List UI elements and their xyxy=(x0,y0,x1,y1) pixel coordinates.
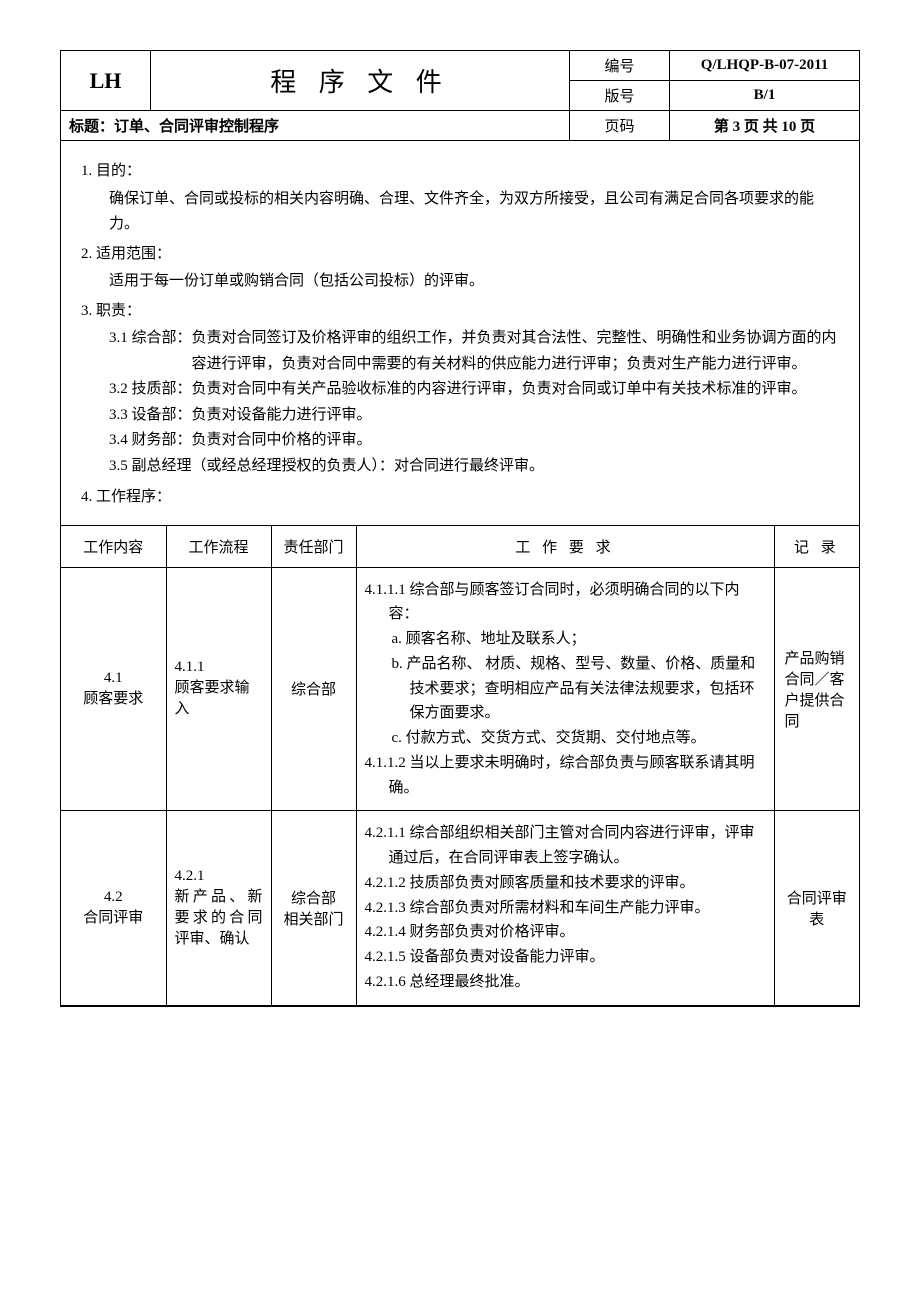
row2-dept: 综合部相关部门 xyxy=(271,811,356,1005)
logo: LH xyxy=(61,51,151,111)
row1-dept: 综合部 xyxy=(271,567,356,811)
version-label: 版号 xyxy=(570,81,670,111)
section-3-1: 3.1 综合部： 负责对合同签订及价格评审的组织工作，并负责对其合法性、完整性、… xyxy=(81,326,839,377)
page-label: 页码 xyxy=(570,111,670,141)
section-3-4: 3.4 财务部：负责对合同中价格的评审。 xyxy=(81,428,839,454)
section-3-2-text: 负责对合同中有关产品验收标准的内容进行评审，负责对合同或订单中有关技术标准的评审… xyxy=(192,377,807,403)
table-row: 4.1 顾客要求 4.1.1 顾客要求输入 综合部 4.1.1.1 综合部与顾客… xyxy=(61,567,859,811)
row1-content: 4.1 顾客要求 xyxy=(61,567,166,811)
row2-req: 4.2.1.1 综合部组织相关部门主管对合同内容进行评审，评审通过后，在合同评审… xyxy=(356,811,774,1005)
row2-flow: 4.2.1 新产品、新要求的合同评审、确认 xyxy=(166,811,271,1005)
section-1-body: 确保订单、合同或投标的相关内容明确、合理、文件齐全，为双方所接受，且公司有满足合… xyxy=(81,187,839,238)
document-type-title: 程 序 文 件 xyxy=(151,51,570,111)
section-3-3: 3.3 设备部：负责对设备能力进行评审。 xyxy=(81,403,839,429)
text-sections: 1. 目的： 确保订单、合同或投标的相关内容明确、合理、文件齐全，为双方所接受，… xyxy=(61,141,859,525)
version-value: B/1 xyxy=(670,81,860,111)
section-3-heading: 3. 职责： xyxy=(81,299,839,325)
section-4-heading: 4. 工作程序： xyxy=(81,485,839,511)
subtitle-row: 标题：订单、合同评审控制程序 xyxy=(61,111,570,141)
section-3-1-label: 3.1 综合部： xyxy=(109,326,192,377)
th-record: 记 录 xyxy=(774,525,859,567)
section-3-2: 3.2 技质部： 负责对合同中有关产品验收标准的内容进行评审，负责对合同或订单中… xyxy=(81,377,839,403)
content-area: 1. 目的： 确保订单、合同或投标的相关内容明确、合理、文件齐全，为双方所接受，… xyxy=(60,141,860,1007)
th-req: 工 作 要 求 xyxy=(356,525,774,567)
section-2-body: 适用于每一份订单或购销合同（包括公司投标）的评审。 xyxy=(81,269,839,295)
document-header-table: LH 程 序 文 件 编号 Q/LHQP-B-07-2011 版号 B/1 标题… xyxy=(60,50,860,141)
section-3-5: 3.5 副总经理（或经总经理授权的负责人）：对合同进行最终评审。 xyxy=(81,454,839,480)
doc-no-label: 编号 xyxy=(570,51,670,81)
section-1-heading: 1. 目的： xyxy=(81,159,839,185)
table-row: 4.2 合同评审 4.2.1 新产品、新要求的合同评审、确认 综合部相关部门 4… xyxy=(61,811,859,1005)
row2-content: 4.2 合同评审 xyxy=(61,811,166,1005)
section-3-1-text: 负责对合同签订及价格评审的组织工作，并负责对其合法性、完整性、明确性和业务协调方… xyxy=(192,326,839,377)
subtitle-text: 订单、合同评审控制程序 xyxy=(114,119,279,135)
subtitle-prefix: 标题： xyxy=(69,119,114,135)
page-value: 第 3 页 共 10 页 xyxy=(670,111,860,141)
th-content: 工作内容 xyxy=(61,525,166,567)
row1-flow: 4.1.1 顾客要求输入 xyxy=(166,567,271,811)
section-3-2-label: 3.2 技质部： xyxy=(109,377,192,403)
row2-record: 合同评审表 xyxy=(774,811,859,1005)
th-flow: 工作流程 xyxy=(166,525,271,567)
work-procedure-table: 工作内容 工作流程 责任部门 工 作 要 求 记 录 4.1 顾客要求 4.1.… xyxy=(61,525,859,1006)
row1-req: 4.1.1.1 综合部与顾客签订合同时，必须明确合同的以下内容： a. 顾客名称… xyxy=(356,567,774,811)
doc-no-value: Q/LHQP-B-07-2011 xyxy=(670,51,860,81)
th-dept: 责任部门 xyxy=(271,525,356,567)
table-header-row: 工作内容 工作流程 责任部门 工 作 要 求 记 录 xyxy=(61,525,859,567)
row1-record: 产品购销合同／客户提供合同 xyxy=(774,567,859,811)
section-2-heading: 2. 适用范围： xyxy=(81,242,839,268)
